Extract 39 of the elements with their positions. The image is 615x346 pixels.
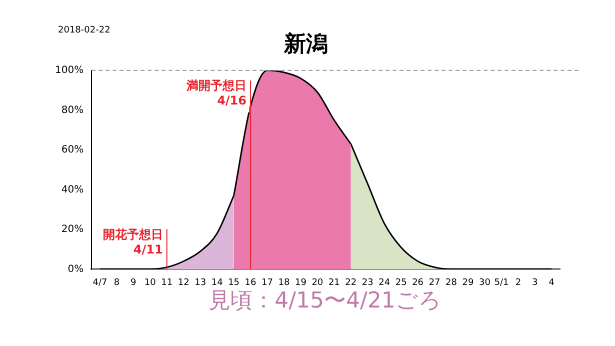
x-tick-label: 10 bbox=[144, 278, 156, 288]
x-tick-label: 27 bbox=[428, 278, 440, 288]
y-tick-label: 100% bbox=[54, 64, 84, 76]
ref-line-label: 満開予想日 4/16 bbox=[186, 78, 247, 108]
x-tick-label: 22 bbox=[345, 278, 357, 288]
x-tick-label: 2 bbox=[515, 278, 522, 288]
x-tick-label: 17 bbox=[262, 278, 273, 288]
x-tick-label: 3 bbox=[532, 278, 538, 288]
x-tick-label: 30 bbox=[478, 278, 491, 288]
text: 2018-02-22 bbox=[58, 25, 110, 36]
y-tick-label: 40% bbox=[61, 184, 84, 196]
x-tick-label: 15 bbox=[228, 278, 240, 288]
x-tick-label: 13 bbox=[194, 278, 206, 288]
x-tick-label: 23 bbox=[362, 278, 374, 288]
x-tick-label: 24 bbox=[378, 278, 390, 288]
ref-line-label: 開花予想日 4/11 bbox=[102, 227, 163, 256]
y-tick-label: 60% bbox=[61, 144, 84, 156]
x-tick-label: 11 bbox=[161, 278, 173, 288]
y-tick-label: 0% bbox=[68, 264, 84, 275]
x-tick-label: 19 bbox=[294, 278, 307, 288]
x-tick-label: 5/1 bbox=[494, 278, 509, 288]
x-tick-label: 8 bbox=[114, 278, 120, 288]
x-tick-label: 18 bbox=[278, 278, 290, 288]
y-tick-label: 20% bbox=[61, 224, 84, 236]
x-tick-label: 9 bbox=[130, 278, 137, 288]
x-tick-label: 26 bbox=[412, 278, 424, 288]
x-tick-label: 28 bbox=[446, 278, 458, 288]
x-tick-label: 14 bbox=[211, 278, 224, 288]
x-tick-label: 12 bbox=[178, 278, 190, 288]
x-tick-label: 21 bbox=[328, 278, 340, 288]
chart-title: 新潟 bbox=[283, 30, 328, 57]
x-tick-label: 16 bbox=[244, 278, 257, 288]
x-tick-label: 25 bbox=[395, 278, 407, 288]
x-tick-label: 4 bbox=[548, 278, 555, 288]
text: 見頃：4/15〜4/21ごろ bbox=[208, 288, 442, 314]
x-tick-label: 20 bbox=[312, 278, 324, 288]
x-tick-label: 4/7 bbox=[92, 278, 108, 288]
y-tick-label: 80% bbox=[61, 104, 84, 116]
x-tick-label: 29 bbox=[462, 278, 474, 288]
